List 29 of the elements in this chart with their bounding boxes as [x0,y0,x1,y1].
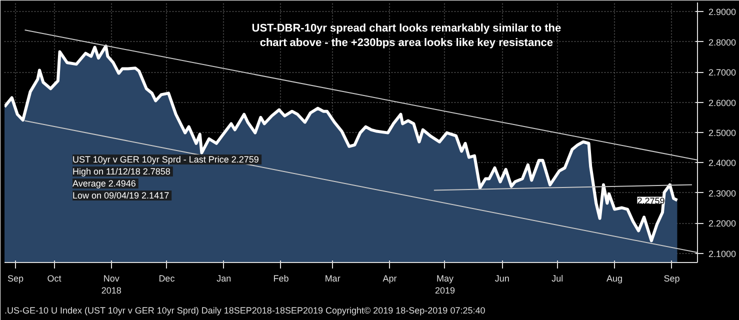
annotation: 2.2759 [637,196,665,206]
y-tick-label: 2.6000 [708,98,736,108]
y-tick-label: 2.8000 [708,37,736,48]
y-tick-label: 2.2000 [708,218,736,229]
annotation: Average 2.4946 [72,178,136,188]
x-tick-label: Sep [8,274,24,284]
x-tick-label: Jun [494,274,510,284]
x-tick-label: Sep [664,274,680,284]
y-tick-label: 2.3000 [708,188,736,198]
x-tick-label: May 2019 [434,274,456,296]
y-tick-label: 2.9000 [708,7,736,18]
y-tick-label: 2.4000 [708,158,736,168]
x-tick-label: Jan [216,274,232,284]
y-tick-label: 2.5000 [708,128,736,138]
x-tick-label: Feb [273,274,289,284]
x-tick-label: Jul [552,274,564,284]
annotation: High on 11/12/18 2.7858 [72,166,170,176]
x-tick-label: Mar [324,274,340,284]
y-tick-label: 2.7000 [708,68,736,78]
annotation: Low on 09/04/19 2.1417 [72,190,170,200]
x-tick-label: Dec [158,274,176,284]
x-tick-label: Aug [606,274,623,284]
annotation: UST 10yr v GER 10yr Sprd - Last Price 2.2759 [72,154,259,164]
text: .US-GE-10 U Index (UST 10yr v GER 10yr Sprd) Daily 18SEP2018-18SEP2019 Copyright© 2019 18-Sep-2019 07:25:40 [4,306,486,316]
x-tick-label: Oct [47,274,62,284]
x-tick-label: Nov 2018 [101,274,122,296]
y-tick-label: 2.1000 [708,248,736,259]
annotation: UST-DBR-10yr spread chart looks remarkably similar to the chart above - the +230bps area looks like key resistance [252,22,562,49]
x-tick-label: Apr [382,274,397,284]
